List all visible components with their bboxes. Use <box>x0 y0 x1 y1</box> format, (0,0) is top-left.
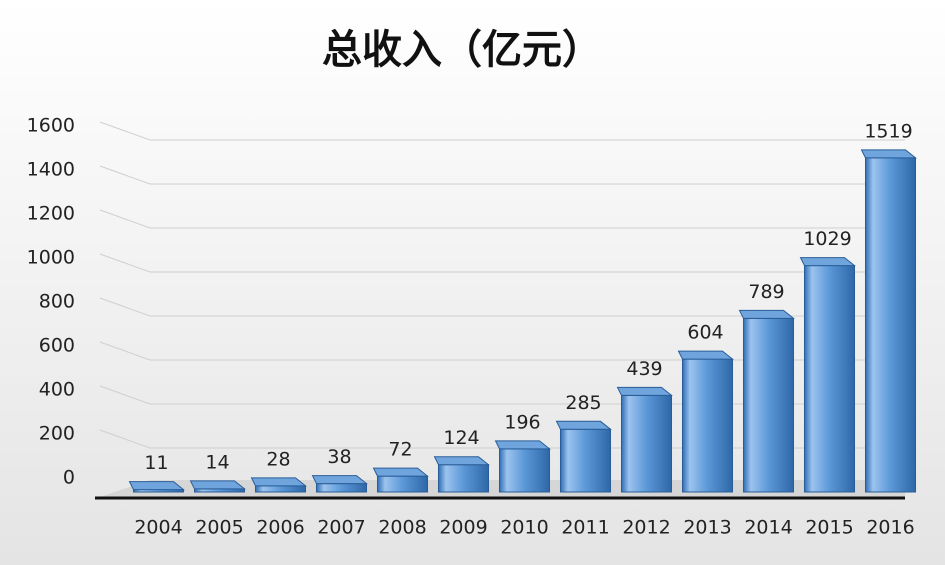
bar-top <box>250 477 307 487</box>
bar-top <box>555 420 612 430</box>
y-tick-label: 400 <box>39 379 75 401</box>
x-tick-label: 2010 <box>500 517 548 539</box>
grid-line <box>99 253 905 273</box>
bar-top <box>616 386 673 396</box>
bar <box>559 428 612 493</box>
bar-top <box>799 257 856 267</box>
x-tick-label: 2009 <box>439 517 487 539</box>
data-label: 11 <box>144 452 168 474</box>
y-tick-label: 200 <box>39 423 75 445</box>
grid-line <box>99 341 905 361</box>
y-tick-label: 600 <box>39 335 75 357</box>
bar-top <box>860 149 917 159</box>
bar <box>742 317 795 493</box>
bar <box>498 448 551 493</box>
data-label: 604 <box>687 322 723 344</box>
data-label: 1519 <box>864 120 912 142</box>
bar-top <box>738 309 795 319</box>
y-tick-label: 0 <box>63 467 75 489</box>
data-label: 38 <box>327 446 351 468</box>
bar-top <box>494 440 551 450</box>
data-label: 28 <box>266 448 290 470</box>
grid-line <box>99 297 905 317</box>
bar-top <box>189 480 246 490</box>
bar-top <box>311 475 368 485</box>
x-tick-label: 2015 <box>805 517 853 539</box>
y-tick-label: 800 <box>39 291 75 313</box>
data-label: 72 <box>388 439 412 461</box>
data-label: 124 <box>443 427 479 449</box>
grid-line <box>99 165 905 185</box>
y-tick-label: 1400 <box>27 159 75 181</box>
bar <box>254 485 307 493</box>
data-label: 439 <box>626 358 662 380</box>
bar <box>437 464 490 493</box>
grid-line <box>99 121 905 141</box>
bar-top <box>677 350 734 360</box>
bar <box>681 358 734 493</box>
data-label: 1029 <box>803 228 851 250</box>
x-tick-label: 2016 <box>866 517 914 539</box>
grid-line <box>99 209 905 229</box>
x-tick-label: 2004 <box>134 517 182 539</box>
bar <box>803 265 856 493</box>
bar-top <box>372 467 429 477</box>
y-tick-label: 1600 <box>27 115 75 137</box>
data-label: 789 <box>748 281 784 303</box>
x-tick-label: 2008 <box>378 517 426 539</box>
chart-title: 总收入（亿元） <box>322 27 602 73</box>
bar-top <box>128 481 185 491</box>
bar-top <box>433 456 490 466</box>
x-tick-label: 2006 <box>256 517 304 539</box>
x-tick-label: 2013 <box>683 517 731 539</box>
y-tick-label: 1000 <box>27 247 75 269</box>
bar <box>620 394 673 493</box>
x-tick-label: 2012 <box>622 517 670 539</box>
x-tick-label: 2005 <box>195 517 243 539</box>
x-tick-label: 2011 <box>561 517 609 539</box>
data-label: 196 <box>504 411 540 433</box>
data-label: 285 <box>565 392 601 414</box>
bar <box>315 483 368 493</box>
bar <box>864 157 917 493</box>
x-tick-label: 2007 <box>317 517 365 539</box>
data-label: 14 <box>205 451 229 473</box>
x-tick-label: 2014 <box>744 517 792 539</box>
bar <box>376 475 429 493</box>
y-tick-label: 1200 <box>27 203 75 225</box>
